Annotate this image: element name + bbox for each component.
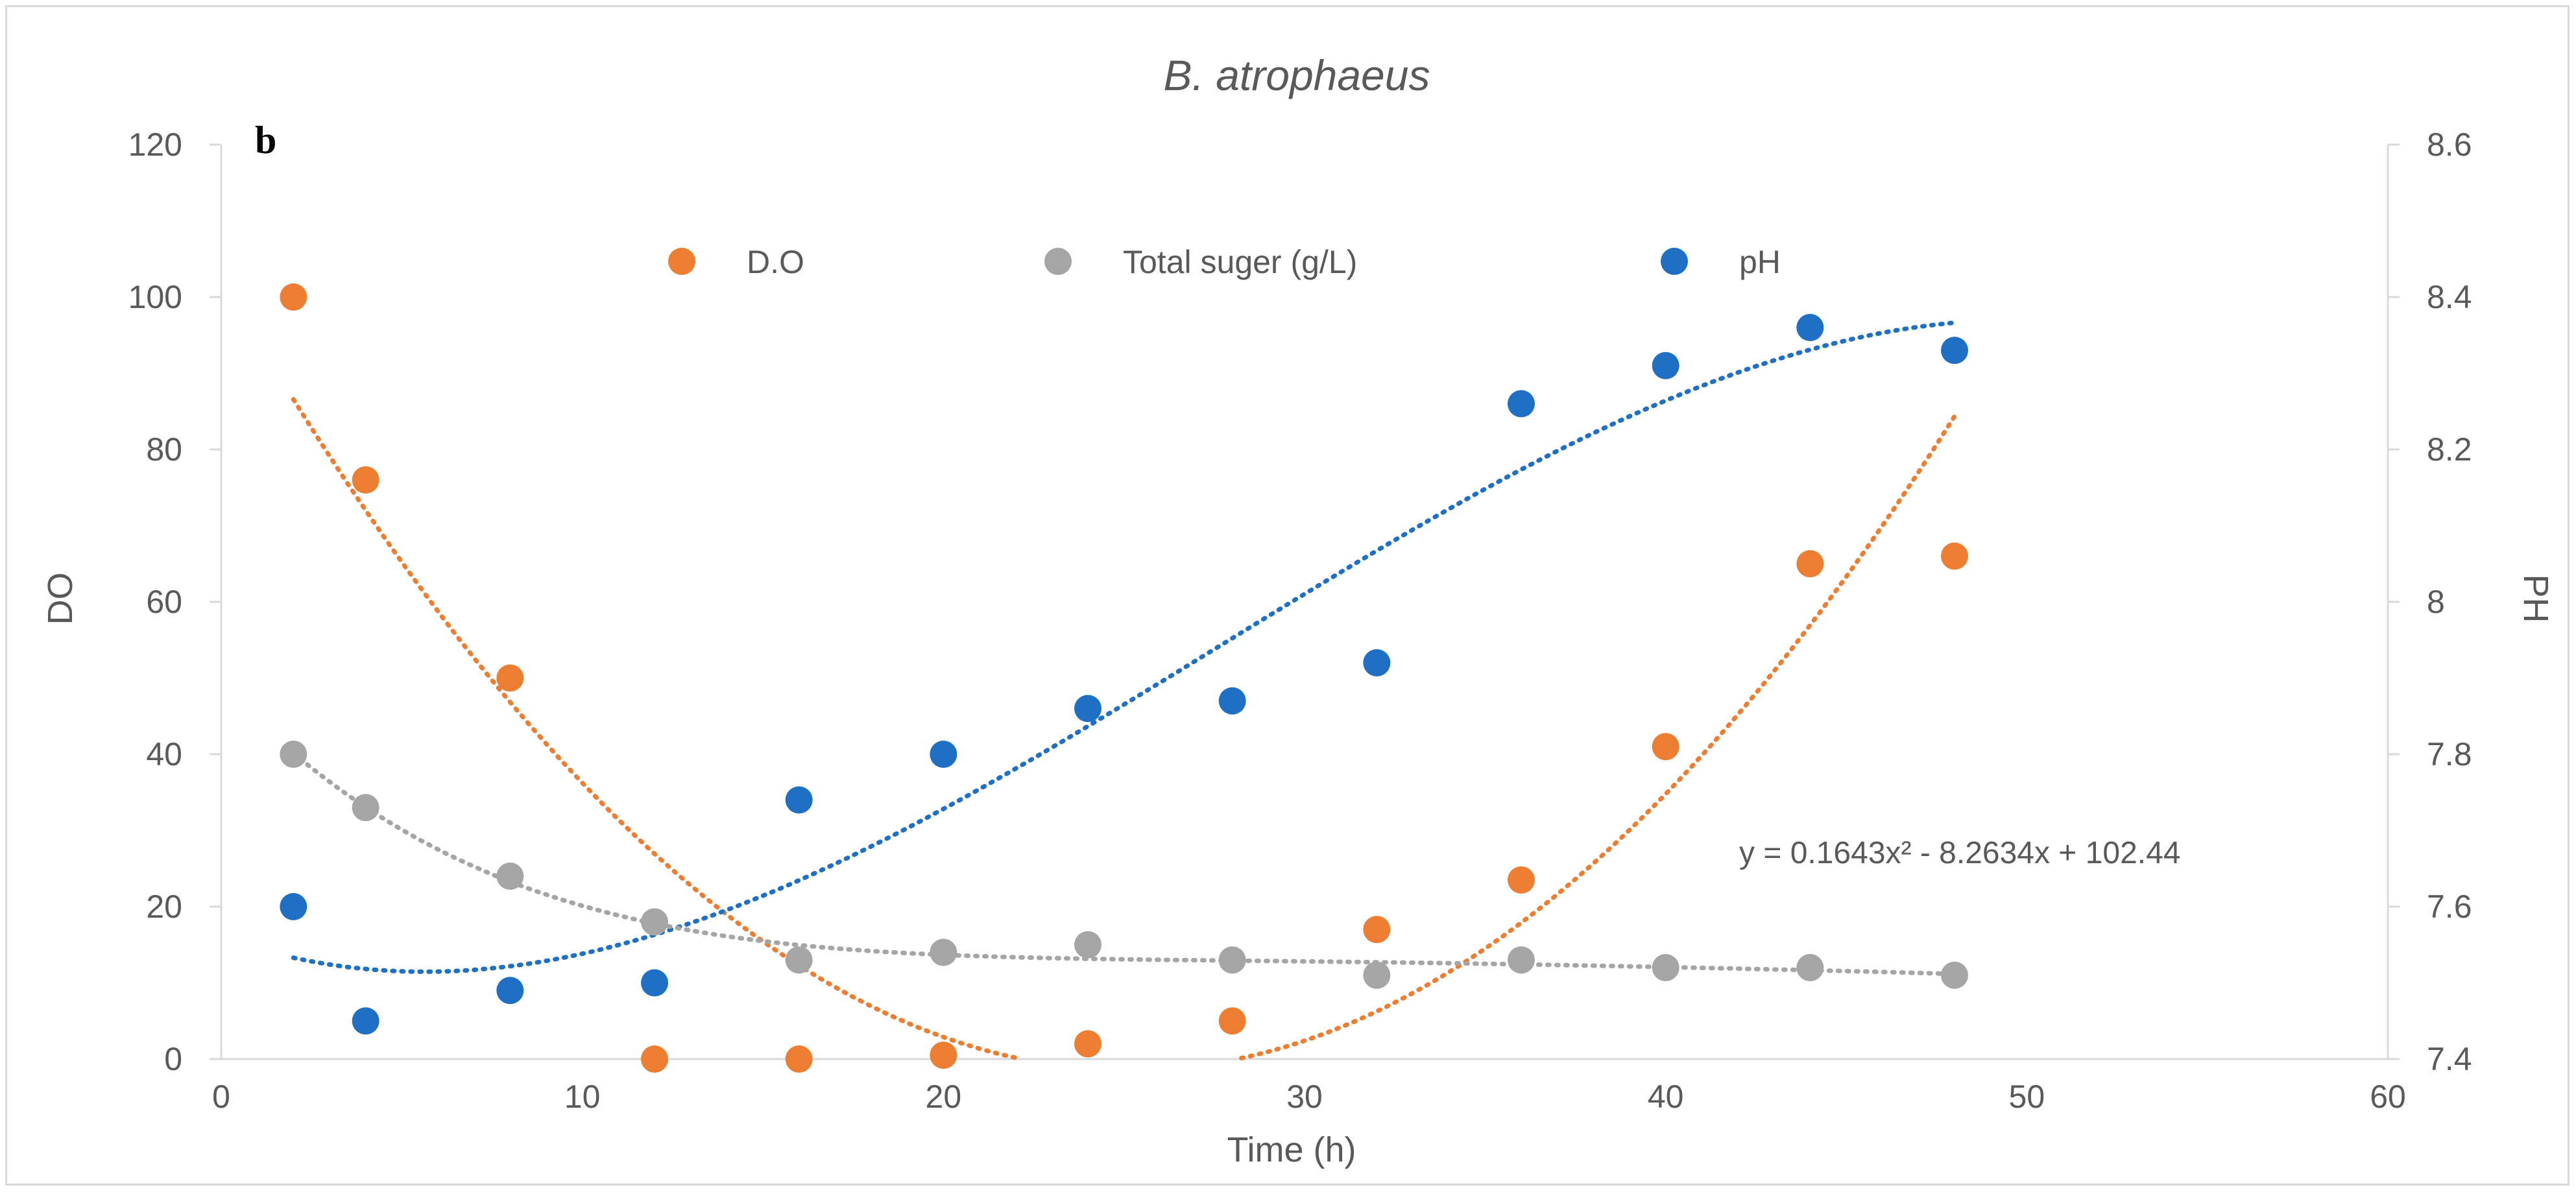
ph-point: [785, 786, 813, 814]
ph-point: [1508, 390, 1535, 418]
sugar-point: [352, 794, 379, 822]
legend: D.O Total suger (g/L) pH: [668, 244, 1781, 280]
chart-title: B. atrophaeus: [1164, 51, 1430, 99]
ph-point: [1363, 649, 1391, 676]
y-left-tick-label: 0: [164, 1041, 182, 1077]
sugar-point: [1508, 946, 1535, 974]
y-right-tick-label: 7.8: [2427, 736, 2472, 772]
do-point: [641, 1045, 668, 1073]
legend-item-sugar-marker: [1044, 248, 1072, 275]
do-point: [1941, 542, 1968, 570]
do-trendline: [1239, 414, 1957, 1061]
do-point: [1796, 550, 1824, 578]
do-point: [930, 1042, 957, 1069]
y-left-tick-label: 120: [128, 126, 182, 163]
sugar-point: [280, 741, 307, 768]
y-left-tick-label: 80: [146, 431, 182, 468]
do-point: [496, 664, 524, 692]
y-axis-right-title: PH: [2516, 574, 2555, 623]
trendlines: [291, 320, 1957, 1061]
x-tick-label: 40: [1648, 1079, 1684, 1115]
sugar-point: [496, 863, 524, 890]
ph-point: [1652, 352, 1679, 379]
chart-svg: 0 10 20 30 40 50 60 0 20 40 60 80 100 120 7.4 7.6 7.8 8 8.…: [41, 51, 2555, 1169]
sugar-point: [641, 908, 668, 936]
legend-item-sugar-label: Total suger (g/L): [1123, 244, 1357, 280]
x-tick-label: 50: [2009, 1079, 2045, 1115]
legend-item-ph-label: pH: [1739, 244, 1781, 280]
ph-point: [1941, 337, 1968, 364]
ph-point: [1796, 314, 1824, 341]
ph-point: [641, 969, 668, 997]
tick-labels: 0 10 20 30 40 50 60 0 20 40 60 80 100 120 7.4 7.6 7.8 8 8.…: [128, 126, 2472, 1115]
do-point: [1074, 1030, 1101, 1058]
ph-point: [352, 1007, 379, 1035]
ph-point: [1074, 695, 1101, 722]
legend-item-do-marker: [668, 248, 695, 275]
do-point: [1218, 1007, 1246, 1035]
y-left-tick-label: 40: [146, 736, 182, 772]
sugar-point: [1074, 931, 1101, 959]
y-left-tick-label: 20: [146, 888, 182, 925]
do-point: [1363, 916, 1391, 944]
x-tick-label: 30: [1286, 1079, 1323, 1115]
legend-item-ph-marker: [1661, 248, 1688, 275]
x-tick-label: 0: [212, 1079, 230, 1115]
y-right-tick-label: 8: [2427, 584, 2445, 620]
legend-item-do-label: D.O: [747, 244, 804, 280]
y-right-tick-label: 7.6: [2427, 888, 2472, 925]
y-right-tick-label: 7.4: [2427, 1041, 2472, 1077]
ph-point: [1218, 687, 1246, 715]
y-axis-left-title: DO: [41, 573, 80, 625]
x-tick-label: 10: [564, 1079, 601, 1115]
sugar-trendline: [291, 750, 1957, 977]
sugar-point: [1363, 961, 1391, 989]
y-left-tick-label: 100: [128, 279, 182, 315]
do-trendline: [291, 397, 1018, 1060]
do-point: [280, 283, 307, 311]
sugar-point: [1218, 946, 1246, 974]
do-point: [1508, 866, 1535, 894]
ph-point: [496, 977, 524, 1005]
ph-trendline: [291, 320, 1957, 974]
sugar-point: [1796, 954, 1824, 981]
sugar-point: [1941, 961, 1968, 989]
sugar-point: [785, 946, 813, 974]
do-point: [352, 466, 379, 494]
y-right-tick-label: 8.6: [2427, 126, 2472, 163]
sugar-point: [1652, 954, 1679, 981]
panel-letter: b: [255, 119, 276, 161]
sugar-point: [930, 938, 957, 966]
do-point: [1652, 733, 1679, 761]
y-right-tick-label: 8.4: [2427, 279, 2472, 315]
y-right-tick-label: 8.2: [2427, 431, 2472, 468]
chart-frame: 0 10 20 30 40 50 60 0 20 40 60 80 100 120 7.4 7.6 7.8 8 8.…: [5, 5, 2570, 1186]
trendline-equation: y = 0.1643x² - 8.2634x + 102.44: [1739, 836, 2180, 870]
do-point: [785, 1045, 813, 1073]
x-axis-title: Time (h): [1227, 1130, 1356, 1169]
ph-point: [280, 893, 307, 920]
data-points: [280, 283, 1968, 1073]
x-tick-label: 60: [2370, 1079, 2406, 1115]
ph-point: [930, 741, 957, 768]
y-left-tick-label: 60: [146, 584, 182, 620]
x-tick-label: 20: [926, 1079, 962, 1115]
axes: [210, 143, 2400, 1060]
